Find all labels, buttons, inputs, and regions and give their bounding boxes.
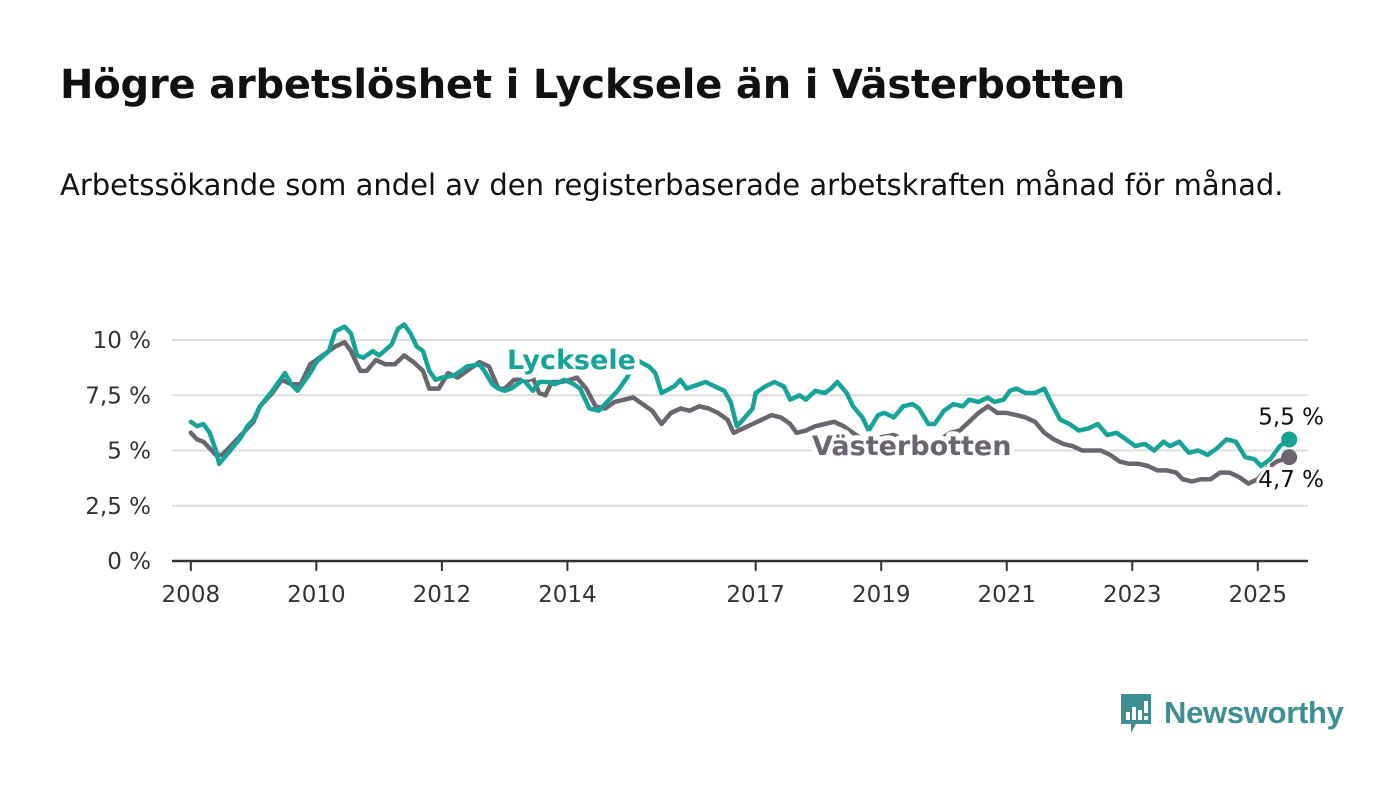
y-tick-label: 5 %	[107, 439, 151, 465]
grid-lines	[172, 339, 1308, 563]
x-tick-label: 2017	[726, 582, 785, 608]
x-tick-label: 2025	[1229, 582, 1288, 608]
end-value-label-lycksele: 5,5 %	[1258, 404, 1324, 430]
x-tick-label: 2014	[538, 582, 597, 608]
x-axis-ticks: 2008 2010 2012 2014 2017 2019 2021 2023 2025	[162, 561, 1288, 608]
x-tick-label: 2010	[287, 582, 346, 608]
y-tick-label: 7,5 %	[85, 383, 151, 409]
y-tick-label: 0 %	[107, 549, 151, 575]
series-line-vasterbotten	[188, 339, 1292, 486]
series-labels: Lycksele Västerbotten 5,5 % 4,7 %	[502, 340, 1327, 496]
series-lines	[188, 322, 1298, 486]
x-tick-label: 2021	[977, 582, 1036, 608]
brand-name: Newsworthy	[1164, 695, 1344, 730]
series-label-lycksele: Lycksele	[507, 345, 636, 376]
series-label-vasterbotten: Västerbotten	[812, 431, 1011, 462]
x-tick-label: 2023	[1103, 582, 1162, 608]
page-subtitle: Arbetssökande som andel av den registerb…	[60, 168, 1284, 202]
newsworthy-logo-icon	[1121, 694, 1151, 733]
y-axis-ticks: 0 % 2,5 % 5 % 7,5 % 10 %	[85, 328, 151, 575]
newsworthy-branding: Newsworthy	[1118, 690, 1344, 736]
y-tick-label: 10 %	[93, 328, 151, 354]
x-tick-label: 2019	[852, 582, 911, 608]
series-line-lycksele	[188, 322, 1292, 469]
series-end-point	[1281, 449, 1298, 466]
end-value-label-vasterbotten: 4,7 %	[1258, 467, 1324, 493]
page-title: Högre arbetslöshet i Lycksele än i Väste…	[60, 62, 1126, 108]
x-tick-label: 2008	[162, 582, 221, 608]
y-tick-label: 2,5 %	[85, 494, 151, 520]
series-end-point	[1281, 431, 1298, 448]
x-tick-label: 2012	[413, 582, 472, 608]
